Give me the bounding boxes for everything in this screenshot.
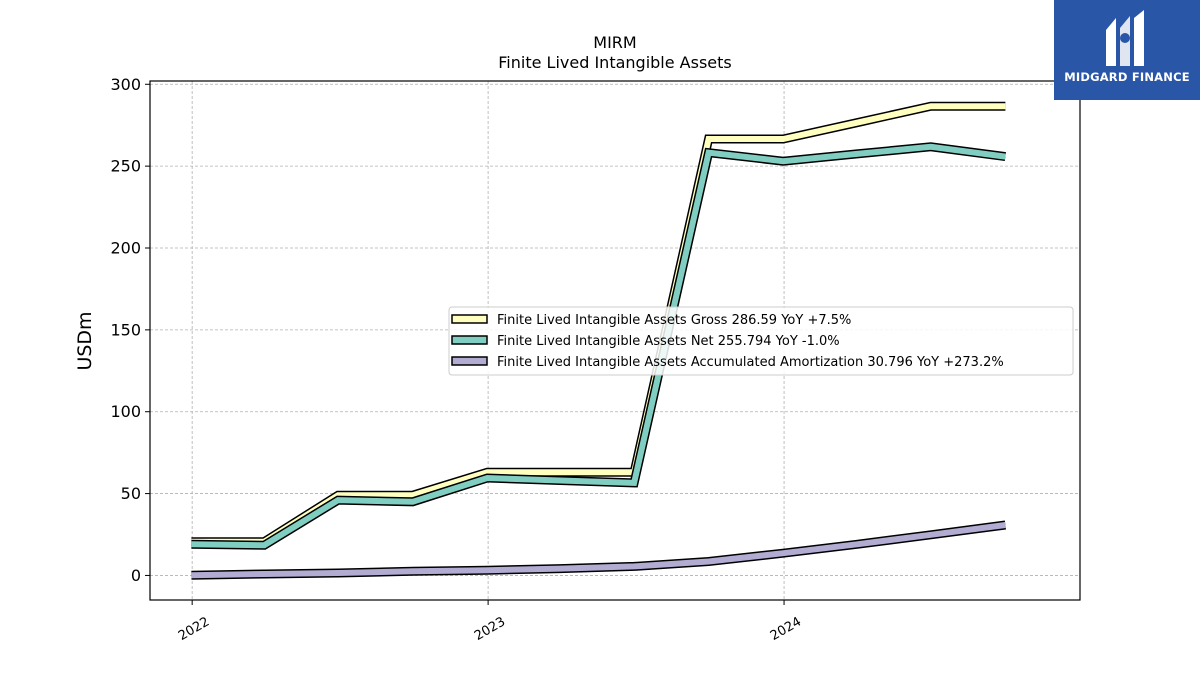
brand-logo: MIDGARD FINANCE bbox=[1054, 0, 1200, 100]
y-tick-label: 300 bbox=[110, 75, 141, 94]
x-tick-label: 2024 bbox=[768, 614, 804, 644]
series-line-3 bbox=[191, 522, 1006, 579]
chart-title: MIRM bbox=[593, 33, 636, 52]
chart-subtitle: Finite Lived Intangible Assets bbox=[498, 53, 731, 72]
x-tick-label: 2022 bbox=[176, 614, 212, 644]
legend-swatch-3 bbox=[451, 356, 488, 366]
midgard-logo-icon bbox=[1106, 10, 1144, 66]
plot-frame bbox=[149, 80, 1081, 601]
series-lines bbox=[191, 101, 1006, 580]
legend-box bbox=[448, 306, 1074, 376]
grid bbox=[150, 81, 1080, 600]
y-tick-label: 250 bbox=[110, 157, 141, 176]
y-tick-label: 50 bbox=[121, 484, 141, 503]
legend-label-3: Finite Lived Intangible Assets Accumulat… bbox=[497, 355, 1004, 370]
brand-name: MIDGARD FINANCE bbox=[1064, 70, 1190, 84]
y-axis-label: USDm bbox=[74, 311, 96, 370]
y-tick-label: 200 bbox=[110, 238, 141, 257]
legend-swatch-1 bbox=[451, 314, 488, 324]
legend-label-2: Finite Lived Intangible Assets Net 255.7… bbox=[497, 334, 840, 349]
y-tick-label: 100 bbox=[110, 402, 141, 421]
legend-swatch-2 bbox=[451, 335, 488, 345]
legend-label-1: Finite Lived Intangible Assets Gross 286… bbox=[497, 313, 851, 328]
legend: Finite Lived Intangible Assets Gross 286… bbox=[448, 306, 1074, 376]
series-line-2 bbox=[191, 143, 1006, 549]
y-tick-label: 0 bbox=[131, 566, 141, 585]
x-tick-label: 2023 bbox=[472, 614, 508, 644]
y-tick-label: 150 bbox=[110, 320, 141, 339]
